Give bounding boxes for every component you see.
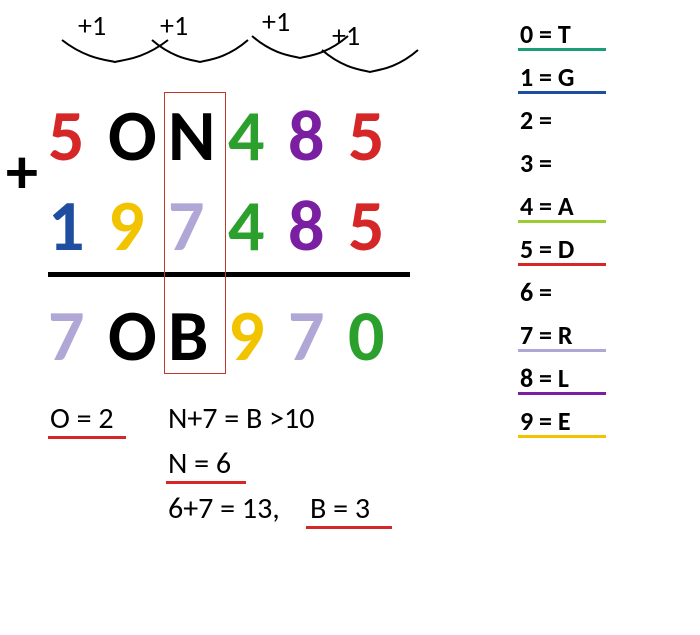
legend-entry: 4 = A xyxy=(520,190,574,222)
legend-entry: 2 = xyxy=(520,104,552,136)
digit-r3-5: 0 xyxy=(348,300,385,372)
legend-underline xyxy=(518,435,606,438)
legend-underline xyxy=(518,392,606,395)
legend-underline xyxy=(518,220,606,223)
carry-brace xyxy=(320,48,420,79)
legend-entry: 9 = E xyxy=(520,405,571,437)
digit-r3-0: 7 xyxy=(48,300,85,372)
legend-entry: 5 = D xyxy=(520,233,574,265)
digit-r2-0: 1 xyxy=(48,190,85,262)
legend-underline xyxy=(518,349,606,352)
legend-entry: 3 = xyxy=(520,147,552,179)
legend-entry: 7 = R xyxy=(520,319,573,351)
digit-r3-4: 7 xyxy=(288,300,325,372)
sum-line xyxy=(48,272,410,277)
work-note: B = 3 xyxy=(310,490,370,527)
legend-entry: 8 = L xyxy=(520,362,569,394)
work-note: N = 6 xyxy=(168,445,231,482)
digit-r3-3: 9 xyxy=(228,300,265,372)
work-note: N+7 = B >10 xyxy=(168,400,314,437)
work-note: 6+7 = 13, xyxy=(168,490,280,527)
legend-entry: 6 = xyxy=(520,276,552,308)
legend-entry: 0 = T xyxy=(520,18,571,50)
digit-r1-1: O xyxy=(108,100,157,172)
legend-entry: 1 = G xyxy=(520,61,574,93)
legend-underline xyxy=(518,263,606,266)
legend-underline xyxy=(518,48,606,51)
work-note-underline xyxy=(306,526,392,529)
legend-underline xyxy=(518,91,606,94)
digit-r1-0: 5 xyxy=(48,100,85,172)
digit-r2-5: 5 xyxy=(348,190,385,262)
digit-r1-5: 5 xyxy=(348,100,385,172)
plus-sign: + xyxy=(6,140,38,204)
work-note-underline xyxy=(166,481,246,484)
carry-brace xyxy=(150,38,250,69)
digit-r1-3: 4 xyxy=(228,100,265,172)
digit-r2-3: 4 xyxy=(228,190,265,262)
digit-r2-4: 8 xyxy=(288,190,325,262)
digit-r2-1: 9 xyxy=(108,190,145,262)
digit-r1-4: 8 xyxy=(288,100,325,172)
column-highlight-box xyxy=(164,92,226,374)
work-note-underline xyxy=(48,436,126,439)
work-note: O = 2 xyxy=(50,400,114,437)
digit-r3-1: O xyxy=(108,300,157,372)
